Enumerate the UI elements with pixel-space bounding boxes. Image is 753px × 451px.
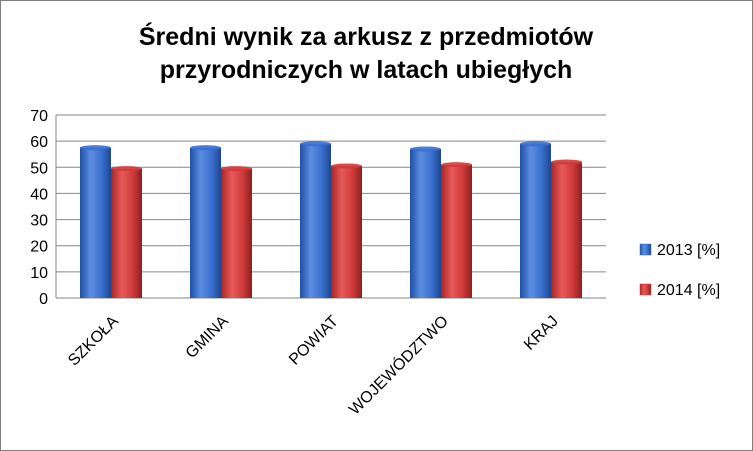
y-tick-label: 10	[30, 265, 48, 282]
y-tick-label: 70	[30, 108, 48, 125]
bar-2013	[300, 143, 331, 298]
legend-label: 2013 [%]	[657, 242, 720, 259]
y-tick-label: 50	[30, 160, 48, 177]
bar-top	[111, 166, 142, 172]
bar-2013	[80, 147, 111, 298]
legend-swatch-2014	[639, 283, 652, 296]
legend-swatch-2013	[639, 243, 652, 256]
y-tick-label: 60	[30, 134, 48, 151]
bar-2013	[410, 148, 441, 298]
bar-top	[190, 145, 221, 151]
bar-2014	[441, 164, 472, 298]
x-tick-label: POWIAT	[286, 313, 342, 369]
x-tick-label: GMINA	[183, 313, 232, 362]
legend-label: 2014 [%]	[657, 282, 720, 299]
x-tick-label: KRAJ	[521, 313, 562, 354]
bar-2013	[520, 143, 551, 298]
chart-title-line-2: przyrodniczych w latach ubiegłych	[159, 56, 573, 84]
x-tick-label: WOJEWÓDZTWO	[345, 311, 452, 418]
chart-title: Średni wynik za arkusz z przedmiotów prz…	[61, 21, 671, 87]
chart-title-line-1: Średni wynik za arkusz z przedmiotów	[138, 23, 594, 51]
bar-2014	[221, 168, 252, 298]
y-tick-label: 0	[39, 291, 48, 308]
y-tick-label: 30	[30, 213, 48, 230]
bar-top	[551, 159, 582, 165]
bar-top	[520, 141, 551, 147]
bar-top	[221, 166, 252, 172]
y-tick-label: 40	[30, 186, 48, 203]
bar-top	[441, 162, 472, 168]
bar-top	[331, 163, 362, 169]
bar-2014	[111, 168, 142, 298]
bar-top	[80, 145, 111, 151]
bar-2013	[190, 147, 221, 298]
bar-2014	[331, 165, 362, 298]
bar-top	[410, 146, 441, 152]
y-tick-label: 20	[30, 239, 48, 256]
bar-top	[300, 141, 331, 147]
bar-2014	[551, 162, 582, 298]
x-tick-label: SZKOŁA	[65, 313, 122, 370]
